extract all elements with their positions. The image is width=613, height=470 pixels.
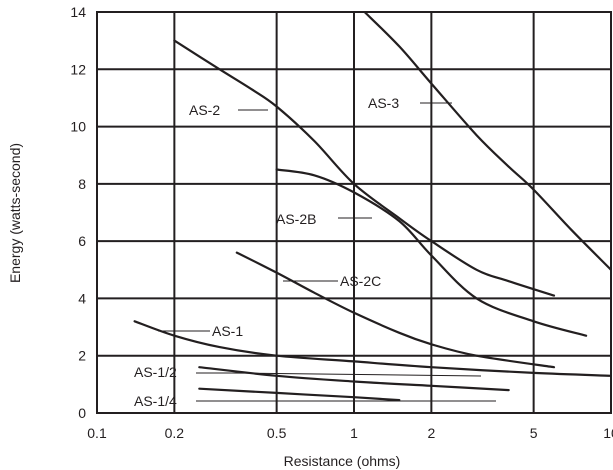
series-as-1-label: AS-1 xyxy=(212,323,243,339)
y-tick-label: 10 xyxy=(70,119,86,135)
y-tick-label: 0 xyxy=(78,405,86,421)
x-axis-title: Resistance (ohms) xyxy=(284,453,401,469)
series-as-3-curve xyxy=(363,11,611,271)
series-as-1-4-label: AS-1/4 xyxy=(134,393,177,409)
y-tick-label: 8 xyxy=(78,176,86,192)
series-as-1-4-curve xyxy=(198,387,401,402)
series-as-3-label: AS-3 xyxy=(368,95,399,111)
series-as-1-2-leader xyxy=(196,372,482,377)
series-as-2b-curve xyxy=(275,168,588,337)
series-as-2-curve xyxy=(173,39,556,297)
series-as-1-2-label: AS-1/2 xyxy=(134,364,177,380)
y-tick-label: 14 xyxy=(70,4,86,20)
x-tick-label: 1 xyxy=(350,425,358,441)
y-tick-label: 2 xyxy=(78,348,86,364)
x-tick-label: 0.2 xyxy=(165,425,185,441)
y-tick-label: 12 xyxy=(70,61,86,77)
label-leaders xyxy=(158,102,496,402)
plot-frame xyxy=(96,11,612,414)
x-tick-label: 5 xyxy=(530,425,538,441)
curve-labels: AS-3 AS-2 AS-2B AS-2C AS-1 AS-1/2 AS-1/4 xyxy=(134,95,399,409)
y-tick-label: 4 xyxy=(78,290,86,306)
grid-lines xyxy=(96,11,612,414)
series-as-2-label: AS-2 xyxy=(189,102,220,118)
series-as-2b-label: AS-2B xyxy=(276,211,316,227)
x-tick-label: 0.5 xyxy=(267,425,287,441)
y-tick-label: 6 xyxy=(78,233,86,249)
x-tick-label: 0.1 xyxy=(87,425,107,441)
tick-labels: 0.10.20.51251002468101214 xyxy=(70,4,613,441)
x-tick-label: 10 xyxy=(603,425,613,441)
y-axis-title: Energy (watts-second) xyxy=(7,143,23,283)
series-as-2c-curve xyxy=(235,251,556,369)
series-as-2c-label: AS-2C xyxy=(340,273,381,289)
x-tick-label: 2 xyxy=(427,425,435,441)
series-as-1-curve xyxy=(133,320,611,377)
